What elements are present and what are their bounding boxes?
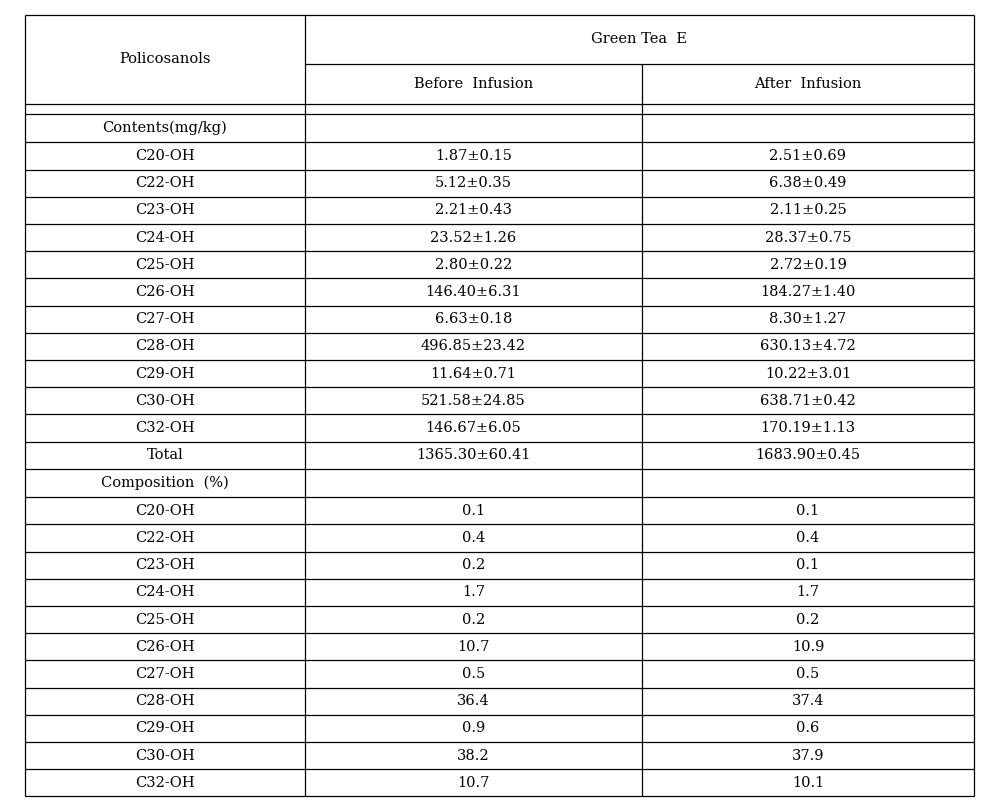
- Text: 6.63±0.18: 6.63±0.18: [435, 312, 512, 326]
- Text: 0.2: 0.2: [462, 558, 486, 573]
- Text: 0.5: 0.5: [796, 667, 819, 681]
- Text: Total: Total: [147, 448, 184, 462]
- Text: 521.58±24.85: 521.58±24.85: [421, 394, 525, 408]
- Text: 23.52±1.26: 23.52±1.26: [431, 230, 516, 245]
- Text: C24-OH: C24-OH: [135, 586, 195, 599]
- Text: C20-OH: C20-OH: [135, 149, 195, 163]
- Text: 0.1: 0.1: [796, 558, 819, 573]
- Text: 0.2: 0.2: [796, 612, 819, 627]
- Text: C23-OH: C23-OH: [135, 558, 195, 573]
- Text: Green Tea  E: Green Tea E: [591, 32, 687, 46]
- Text: After  Infusion: After Infusion: [754, 77, 861, 91]
- Text: C22-OH: C22-OH: [135, 176, 195, 191]
- Text: C28-OH: C28-OH: [135, 339, 195, 354]
- Text: 1683.90±0.45: 1683.90±0.45: [755, 448, 860, 462]
- Text: C32-OH: C32-OH: [135, 776, 195, 790]
- Text: 10.22±3.01: 10.22±3.01: [765, 367, 851, 380]
- Text: C20-OH: C20-OH: [135, 504, 195, 518]
- Text: C28-OH: C28-OH: [135, 694, 195, 708]
- Text: Composition  (%): Composition (%): [101, 476, 229, 490]
- Text: 36.4: 36.4: [458, 694, 490, 708]
- Text: C32-OH: C32-OH: [135, 421, 195, 435]
- Text: 10.1: 10.1: [792, 776, 824, 790]
- Text: 0.6: 0.6: [796, 722, 819, 736]
- Text: C26-OH: C26-OH: [135, 285, 195, 299]
- Text: C27-OH: C27-OH: [135, 312, 195, 326]
- Text: 38.2: 38.2: [458, 749, 490, 762]
- Text: 0.2: 0.2: [462, 612, 486, 627]
- Text: 630.13±4.72: 630.13±4.72: [760, 339, 856, 354]
- Text: C26-OH: C26-OH: [135, 640, 195, 654]
- Text: 1.7: 1.7: [462, 586, 485, 599]
- Text: C25-OH: C25-OH: [135, 258, 195, 272]
- Text: 8.30±1.27: 8.30±1.27: [769, 312, 846, 326]
- Text: Contents(mg/kg): Contents(mg/kg): [103, 121, 228, 135]
- Text: C29-OH: C29-OH: [135, 367, 195, 380]
- Text: 2.80±0.22: 2.80±0.22: [435, 258, 512, 272]
- Text: 10.7: 10.7: [458, 640, 490, 654]
- Text: 0.4: 0.4: [796, 531, 819, 545]
- Text: C22-OH: C22-OH: [135, 531, 195, 545]
- Text: 2.72±0.19: 2.72±0.19: [769, 258, 846, 272]
- Text: C25-OH: C25-OH: [135, 612, 195, 627]
- Text: 37.4: 37.4: [791, 694, 824, 708]
- Text: 0.5: 0.5: [462, 667, 486, 681]
- Text: 170.19±1.13: 170.19±1.13: [760, 421, 855, 435]
- Text: 6.38±0.49: 6.38±0.49: [769, 176, 846, 191]
- Text: 146.67±6.05: 146.67±6.05: [426, 421, 521, 435]
- Text: 37.9: 37.9: [791, 749, 824, 762]
- Text: 1.7: 1.7: [796, 586, 819, 599]
- Text: 0.4: 0.4: [462, 531, 486, 545]
- Text: 146.40±6.31: 146.40±6.31: [426, 285, 521, 299]
- Text: 0.1: 0.1: [796, 504, 819, 518]
- Text: 2.51±0.69: 2.51±0.69: [769, 149, 846, 163]
- Text: 10.7: 10.7: [458, 776, 490, 790]
- Text: 11.64±0.71: 11.64±0.71: [431, 367, 516, 380]
- Text: 638.71±0.42: 638.71±0.42: [760, 394, 856, 408]
- Text: 2.21±0.43: 2.21±0.43: [435, 204, 511, 217]
- Text: 10.9: 10.9: [792, 640, 824, 654]
- Text: C24-OH: C24-OH: [135, 230, 195, 245]
- Text: 1.87±0.15: 1.87±0.15: [435, 149, 511, 163]
- Text: 28.37±0.75: 28.37±0.75: [764, 230, 851, 245]
- Text: 184.27±1.40: 184.27±1.40: [760, 285, 855, 299]
- Text: C29-OH: C29-OH: [135, 722, 195, 736]
- Text: 496.85±23.42: 496.85±23.42: [421, 339, 525, 354]
- Text: Before  Infusion: Before Infusion: [414, 77, 533, 91]
- Text: 1365.30±60.41: 1365.30±60.41: [417, 448, 530, 462]
- Text: C30-OH: C30-OH: [135, 394, 195, 408]
- Text: 5.12±0.35: 5.12±0.35: [435, 176, 511, 191]
- Text: C23-OH: C23-OH: [135, 204, 195, 217]
- Text: C27-OH: C27-OH: [135, 667, 195, 681]
- Text: 2.11±0.25: 2.11±0.25: [769, 204, 846, 217]
- Text: C30-OH: C30-OH: [135, 749, 195, 762]
- Text: Policosanols: Policosanols: [119, 53, 211, 67]
- Text: 0.9: 0.9: [462, 722, 486, 736]
- Text: 0.1: 0.1: [462, 504, 485, 518]
